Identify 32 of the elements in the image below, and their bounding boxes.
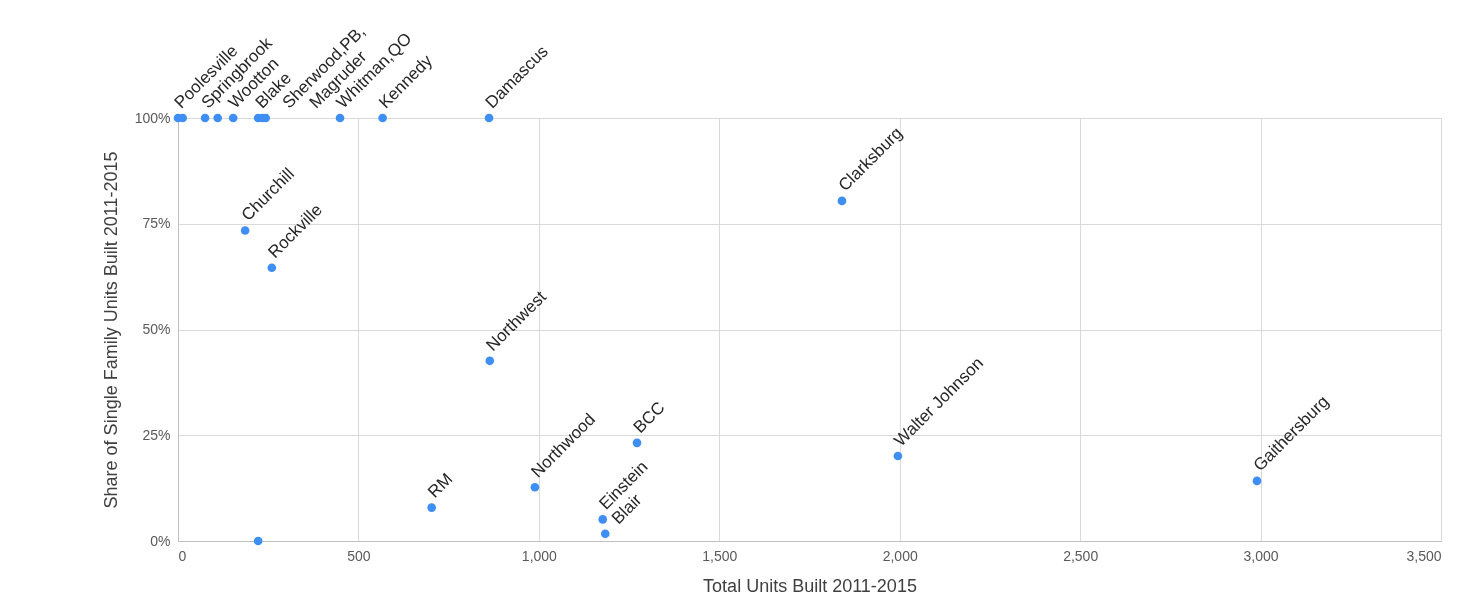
point xyxy=(253,536,263,546)
x-tick-label: 1,000 xyxy=(521,547,558,564)
point xyxy=(427,503,437,512)
x-axis-title: Total Units Built 2011-2015 xyxy=(703,575,917,596)
x-tick-label: 2,500 xyxy=(1063,547,1099,564)
y-tick-label: 100% xyxy=(134,109,171,126)
x-tick-label: 2,000 xyxy=(882,547,918,564)
point xyxy=(267,263,277,273)
y-tick-label: 50% xyxy=(142,321,171,337)
point xyxy=(485,356,495,366)
y-tick-label: 0% xyxy=(150,532,171,549)
point xyxy=(228,113,238,123)
point xyxy=(598,515,608,524)
point xyxy=(240,226,250,235)
x-tick-label: 0 xyxy=(178,547,187,564)
x-tick-label: 500 xyxy=(347,547,371,564)
y-axis-title: Share of Single Family Units Built 2011-2015 xyxy=(100,151,121,509)
point xyxy=(1252,476,1262,486)
x-tick-label: 3,500 xyxy=(1406,547,1442,564)
point xyxy=(200,113,210,123)
point xyxy=(213,113,223,123)
annotation: RM xyxy=(424,469,457,502)
point xyxy=(600,529,610,539)
point xyxy=(837,196,847,206)
point xyxy=(378,113,387,123)
x-tick-label: 3,000 xyxy=(1243,547,1279,564)
point xyxy=(893,451,903,461)
point xyxy=(632,438,642,448)
y-tick-label: 25% xyxy=(142,426,171,443)
point xyxy=(530,482,540,492)
y-tick-label: 75% xyxy=(142,215,171,232)
x-tick-label: 1,500 xyxy=(702,547,738,564)
